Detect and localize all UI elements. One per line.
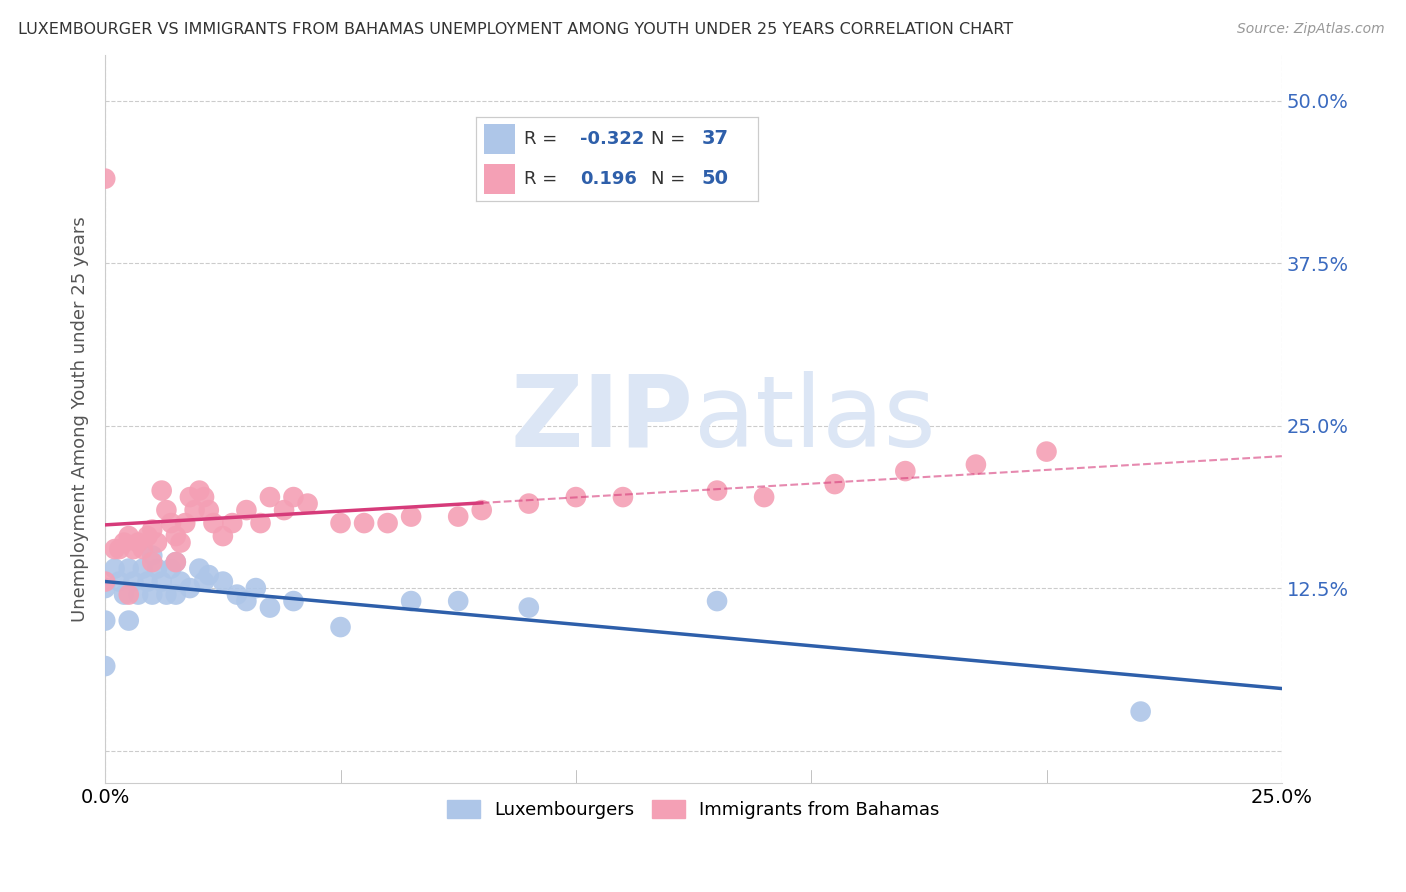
Point [894, 464, 917, 478]
Point [245, 581, 267, 595]
Point [179, 581, 201, 595]
Point [108, 542, 131, 557]
Point [112, 588, 135, 602]
Point [212, 574, 235, 589]
Y-axis label: Unemployment Among Youth under 25 years: Unemployment Among Youth under 25 years [72, 216, 89, 622]
Point [132, 542, 155, 557]
Point [127, 588, 149, 602]
Point [150, 574, 173, 589]
Point [108, 574, 131, 589]
Point [259, 490, 281, 504]
Text: LUXEMBOURGER VS IMMIGRANTS FROM BAHAMAS UNEMPLOYMENT AMONG YOUTH UNDER 25 YEARS : LUXEMBOURGER VS IMMIGRANTS FROM BAHAMAS … [18, 22, 1014, 37]
Point [193, 574, 215, 589]
Point [197, 568, 219, 582]
Legend: Luxembourgers, Immigrants from Bahamas: Luxembourgers, Immigrants from Bahamas [440, 793, 948, 826]
Point [183, 503, 205, 517]
Point [127, 535, 149, 549]
Point [517, 600, 540, 615]
Point [447, 509, 470, 524]
Point [235, 503, 257, 517]
Point [146, 535, 169, 549]
Point [118, 561, 141, 575]
Point [353, 516, 375, 530]
Point [165, 555, 187, 569]
Text: atlas: atlas [693, 370, 935, 467]
Point [179, 490, 201, 504]
Point [112, 535, 135, 549]
Point [150, 483, 173, 498]
Point [94, 171, 117, 186]
Point [1035, 444, 1057, 458]
Text: Source: ZipAtlas.com: Source: ZipAtlas.com [1237, 22, 1385, 37]
Point [193, 490, 215, 504]
Point [399, 594, 422, 608]
Point [160, 561, 183, 575]
Point [169, 535, 191, 549]
Point [965, 458, 987, 472]
Point [212, 529, 235, 543]
Point [136, 574, 159, 589]
Point [273, 503, 295, 517]
Point [202, 516, 225, 530]
Text: ZIP: ZIP [510, 370, 693, 467]
Point [118, 588, 141, 602]
Point [329, 620, 352, 634]
Point [824, 477, 846, 491]
Point [141, 523, 163, 537]
Point [188, 561, 211, 575]
Point [169, 574, 191, 589]
Point [118, 529, 141, 543]
Point [197, 503, 219, 517]
Point [141, 549, 163, 563]
Point [94, 659, 117, 673]
Point [399, 509, 422, 524]
Point [165, 555, 187, 569]
Point [297, 497, 319, 511]
Point [94, 581, 117, 595]
Point [517, 497, 540, 511]
Point [188, 483, 211, 498]
Point [174, 516, 197, 530]
Point [226, 588, 249, 602]
Point [471, 503, 494, 517]
Point [165, 529, 187, 543]
Point [94, 614, 117, 628]
Point [329, 516, 352, 530]
Point [165, 588, 187, 602]
Point [221, 516, 243, 530]
Point [283, 490, 305, 504]
Point [146, 561, 169, 575]
Point [155, 588, 177, 602]
Point [283, 594, 305, 608]
Point [155, 503, 177, 517]
Point [612, 490, 634, 504]
Point [160, 516, 183, 530]
Point [122, 574, 145, 589]
Point [141, 555, 163, 569]
Point [752, 490, 775, 504]
Point [136, 529, 159, 543]
Point [706, 594, 728, 608]
Point [447, 594, 470, 608]
Point [94, 574, 117, 589]
Point [249, 516, 271, 530]
Point [104, 561, 127, 575]
Point [259, 600, 281, 615]
Point [1129, 705, 1152, 719]
Point [565, 490, 588, 504]
Point [118, 614, 141, 628]
Point [132, 561, 155, 575]
Point [235, 594, 257, 608]
Point [141, 588, 163, 602]
Point [706, 483, 728, 498]
Point [104, 542, 127, 557]
Point [377, 516, 399, 530]
Point [122, 542, 145, 557]
